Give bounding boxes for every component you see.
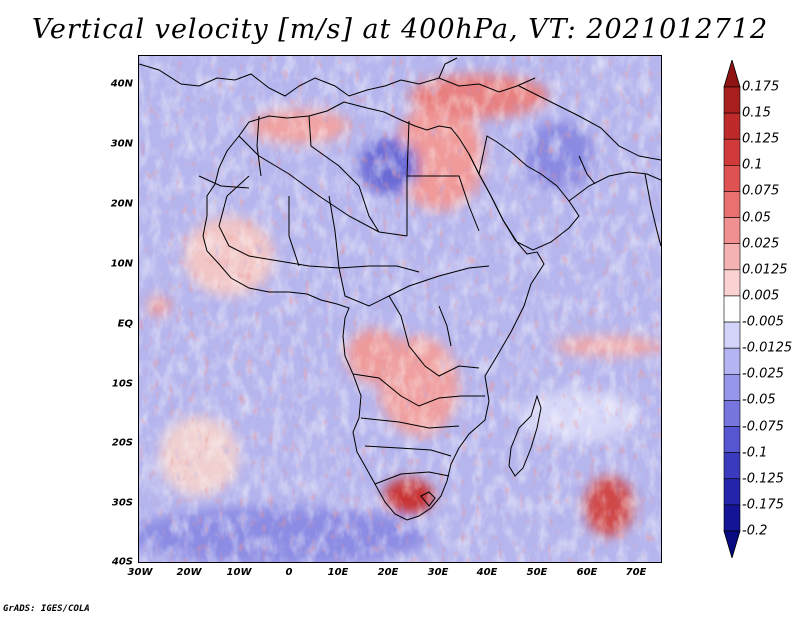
colorbar-label: 0.125 (742, 131, 780, 147)
lat-label-40n: 40N (110, 78, 133, 90)
lon-label-20e: 20E (377, 567, 399, 578)
lon-label-20w: 20W (176, 567, 202, 578)
lat-label-eq: EQ (117, 318, 133, 330)
map-title: Vertical velocity [m/s] at 400hPa, VT: 2… (31, 14, 769, 45)
colorbar-top-arrow (723, 60, 741, 88)
colorbar-swatch (723, 112, 741, 140)
colorbar-label: -0.2 (742, 523, 768, 539)
colorbar-swatch (723, 191, 741, 218)
lat-label-10s: 10S (111, 378, 133, 390)
colorbar-label: -0.025 (742, 366, 784, 382)
colorbar-swatch (723, 373, 741, 401)
lat-label-40s: 40S (111, 556, 133, 568)
colorbar-label: 0.005 (742, 288, 780, 304)
colorbar-label: -0.0125 (742, 340, 793, 356)
lat-label-30s: 30S (111, 497, 133, 509)
lon-label-10w: 10W (226, 567, 252, 578)
colorbar-swatch (723, 269, 741, 297)
colorbar-label: 0.05 (742, 210, 771, 226)
colorbar-label: -0.1 (742, 445, 768, 461)
colorbar-bottom-arrow (723, 530, 741, 558)
colorbar-swatch (723, 295, 741, 323)
lon-label-10e: 10E (327, 567, 349, 578)
map-panel[interactable] (138, 55, 662, 563)
lat-label-30n: 30N (110, 138, 133, 150)
lon-label-30e: 30E (427, 567, 449, 578)
colorbar-swatch (723, 217, 741, 245)
colorbar-swatch (723, 504, 741, 532)
lat-label-10n: 10N (110, 258, 133, 270)
colorbar-swatch (723, 165, 741, 192)
colorbar-swatch (723, 243, 741, 271)
colorbar-label: -0.05 (742, 392, 776, 408)
lon-label-30w: 30W (127, 567, 153, 578)
lon-label-60e: 60E (576, 567, 598, 578)
lat-label-20s: 20S (111, 437, 133, 449)
colorbar-label: -0.005 (742, 314, 784, 330)
colorbar-swatch (723, 478, 741, 506)
colorbar-label: -0.175 (742, 497, 784, 513)
coastlines (139, 57, 661, 521)
colorbar-label: 0.175 (742, 79, 780, 95)
lat-label-20n: 20N (110, 198, 133, 210)
colorbar (723, 60, 741, 558)
colorbar-label: -0.075 (742, 419, 784, 435)
colorbar-label: 0.075 (742, 183, 780, 199)
lon-label-40e: 40E (476, 567, 498, 578)
colorbar-swatch (723, 426, 741, 453)
colorbar-swatch (723, 452, 741, 480)
colorbar-label: 0.15 (742, 105, 771, 121)
colorbar-label: 0.0125 (742, 262, 788, 278)
colorbar-label: 0.1 (742, 157, 763, 173)
colorbar-swatch (723, 86, 741, 114)
colorbar-swatch (723, 347, 741, 375)
lon-label-0: 0 (285, 567, 293, 578)
lon-label-50e: 50E (526, 567, 548, 578)
footer-credit: GrADS: IGES/COLA (3, 604, 90, 614)
colorbar-swatch (723, 321, 741, 349)
colorbar-label: 0.025 (742, 236, 780, 252)
lon-label-70e: 70E (625, 567, 647, 578)
colorbar-swatch (723, 400, 741, 427)
colorbar-label: -0.125 (742, 471, 784, 487)
velocity-field (139, 56, 661, 562)
colorbar-swatch (723, 138, 741, 166)
